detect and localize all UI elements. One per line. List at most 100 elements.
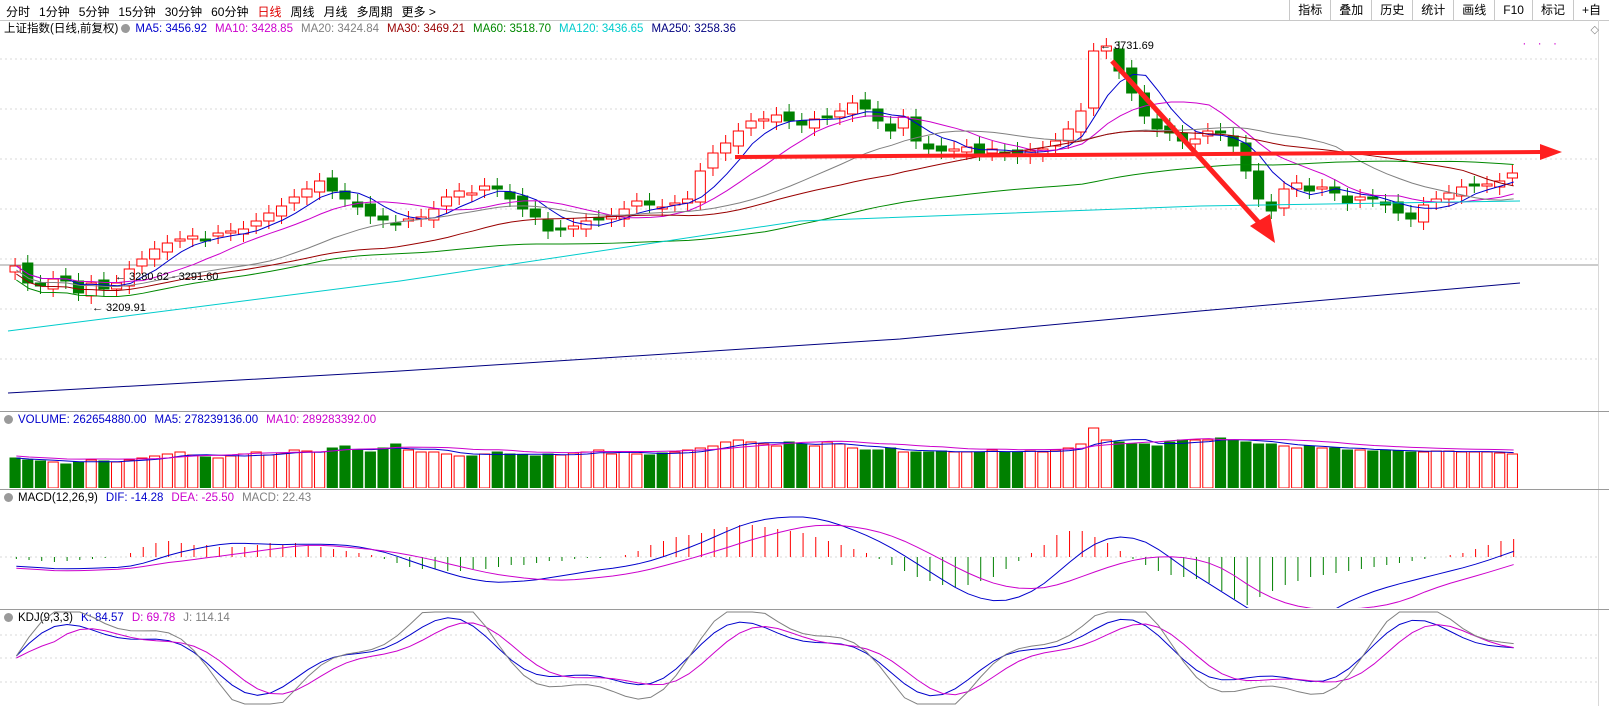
- toolbar-button[interactable]: +自: [1572, 0, 1609, 20]
- volume-bar: [1405, 451, 1417, 488]
- candle-body: [1240, 142, 1252, 172]
- volume-bar: [720, 441, 732, 488]
- kdj-chart[interactable]: [0, 610, 1598, 706]
- volume-bar: [237, 453, 250, 488]
- candle-body: [504, 191, 516, 200]
- candle-body: [872, 108, 884, 122]
- legend-value: DEA: -25.50: [171, 492, 235, 504]
- candle-body: [758, 118, 770, 122]
- diamond-icon[interactable]: ◇: [1590, 24, 1599, 36]
- candle-body: [1341, 195, 1354, 204]
- toolbar-button[interactable]: 指标: [1289, 0, 1330, 20]
- candle-body: [529, 208, 541, 218]
- candle-body: [187, 235, 199, 240]
- volume-bar: [1050, 449, 1062, 488]
- volume-bar: [1024, 450, 1036, 488]
- candle-body: [22, 262, 34, 284]
- volume-bar: [846, 447, 859, 488]
- volume-bar: [796, 443, 808, 488]
- volume-bar: [1164, 441, 1176, 488]
- candle-body: [275, 205, 288, 217]
- candle-body: [631, 200, 643, 207]
- more-dots-icon[interactable]: · · ·: [1522, 36, 1561, 50]
- legend-value: MACD(12,26,9): [18, 492, 98, 504]
- volume-bar: [923, 451, 935, 488]
- macd-settings-icon[interactable]: [4, 493, 13, 502]
- candle-body: [593, 217, 605, 221]
- period-tab[interactable]: 30分钟: [164, 5, 203, 19]
- candle-body: [1303, 185, 1315, 192]
- period-tab[interactable]: 15分钟: [118, 5, 156, 19]
- candle-body: [897, 116, 909, 129]
- volume-bar: [326, 447, 338, 488]
- period-tab[interactable]: 1分钟: [39, 5, 70, 19]
- candle-body: [783, 111, 795, 122]
- candle-body: [770, 114, 782, 123]
- period-tabs: 分时 1分钟 5分钟 15分钟 30分钟 60分钟 日线 周线 月线 多周期 更多 >: [6, 3, 445, 20]
- k-line: [15, 617, 1514, 697]
- period-tab[interactable]: 更多 >: [401, 5, 436, 19]
- candle-body: [567, 225, 579, 230]
- volume-bar: [758, 443, 770, 488]
- volume-bar: [225, 455, 237, 488]
- volume-bar: [504, 453, 516, 488]
- toolbar-button[interactable]: 统计: [1412, 0, 1453, 20]
- period-tab[interactable]: 5分钟: [78, 5, 110, 19]
- period-toolbar: 分时 1分钟 5分钟 15分钟 30分钟 60分钟 日线 周线 月线 多周期 更多 > 指标 叠加 历史…: [0, 0, 1609, 21]
- toolbar-button[interactable]: 历史: [1371, 0, 1412, 20]
- period-tab[interactable]: 多周期: [356, 5, 393, 19]
- candle-body: [808, 118, 821, 129]
- toolbar-button[interactable]: 画线: [1453, 0, 1494, 20]
- volume-bar: [1227, 439, 1239, 488]
- volume-bar: [1506, 453, 1518, 488]
- volume-chart[interactable]: [0, 412, 1598, 488]
- volume-bar: [136, 457, 148, 488]
- candle-body: [364, 203, 376, 217]
- volume-bar: [910, 451, 922, 488]
- volume-bar: [1341, 449, 1354, 488]
- period-tab[interactable]: 60分钟: [211, 5, 249, 19]
- settings-circle-icon[interactable]: [121, 24, 131, 33]
- period-tab[interactable]: 周线: [290, 5, 315, 19]
- volume-bar: [897, 451, 909, 488]
- j-line: [15, 611, 1514, 705]
- panel-divider: [0, 609, 1609, 610]
- legend-value: MA10: 289283392.00: [266, 414, 377, 426]
- volume-settings-icon[interactable]: [4, 415, 13, 424]
- candle-body: [846, 102, 859, 115]
- toolbar-button[interactable]: 标记: [1531, 0, 1573, 20]
- vertical-scrollbar[interactable]: [1598, 20, 1609, 706]
- legend-value: J: 114.14: [183, 612, 230, 624]
- legend-value: DIF: -14.28: [105, 492, 164, 504]
- candle-body: [225, 230, 237, 234]
- volume-bar: [1367, 450, 1379, 488]
- candle-body: [923, 143, 935, 150]
- volume-bar: [1443, 450, 1455, 488]
- legend-value: MA5: 278239136.00: [154, 414, 259, 426]
- candle-body: [1354, 196, 1366, 201]
- period-tab[interactable]: 月线: [323, 5, 348, 19]
- volume-bar: [770, 445, 782, 488]
- volume-bar: [1100, 439, 1112, 488]
- volume-bar: [9, 457, 21, 488]
- volume-bar: [34, 460, 47, 488]
- candle-body: [377, 215, 389, 221]
- kdj-settings-icon[interactable]: [4, 613, 13, 622]
- candle-body: [910, 116, 922, 142]
- volume-bar: [453, 455, 465, 488]
- legend-value: MA20: 3424.84: [300, 23, 379, 35]
- toolbar-button[interactable]: 叠加: [1330, 0, 1371, 20]
- candle-body: [149, 248, 161, 260]
- toolbar-button[interactable]: F10: [1494, 0, 1532, 20]
- candle-body: [859, 99, 871, 110]
- legend-value: VOLUME: 262654880.00: [18, 414, 147, 426]
- candle-body: [1456, 186, 1468, 197]
- candle-body: [707, 152, 719, 169]
- macd-chart[interactable]: [0, 490, 1598, 608]
- period-tab[interactable]: 日线: [257, 5, 282, 19]
- volume-bar: [1265, 443, 1277, 488]
- period-tab[interactable]: 分时: [6, 5, 31, 19]
- candlestick-chart[interactable]: ← 3731.69 ← 3209.91 ← 3280.62 - 3291.60: [0, 21, 1598, 413]
- volume-bar: [263, 454, 275, 488]
- candle-body: [1151, 118, 1163, 130]
